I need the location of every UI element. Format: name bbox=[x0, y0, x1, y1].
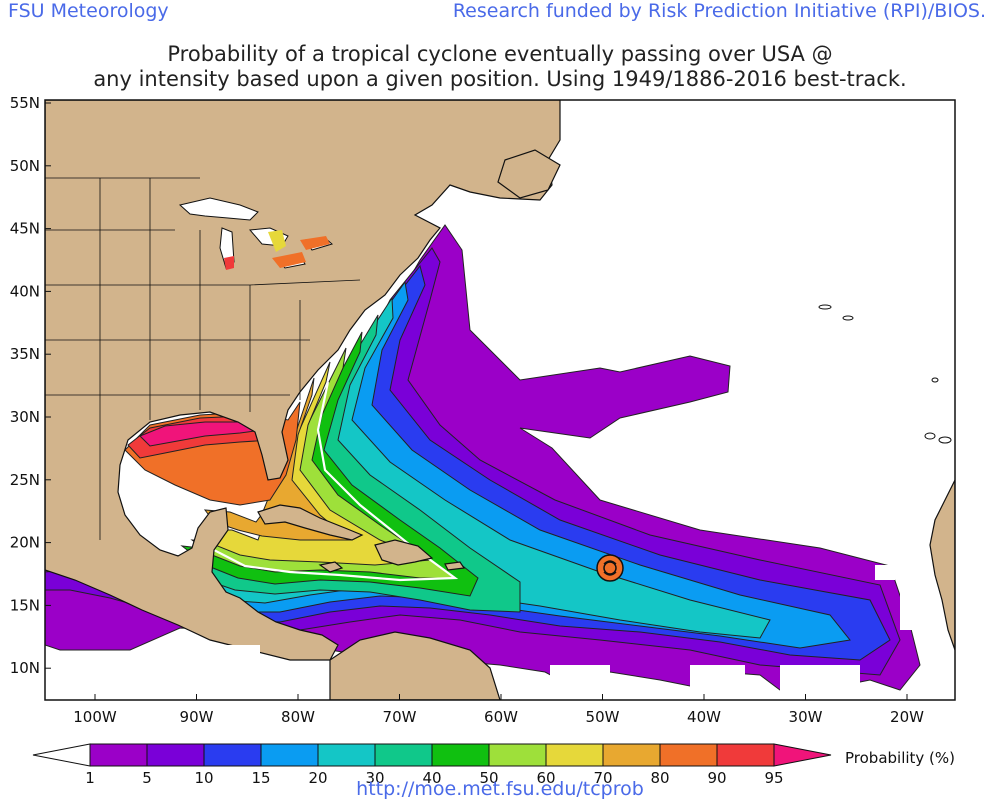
map-frame-content bbox=[45, 100, 955, 700]
hurricane-icon bbox=[603, 560, 617, 576]
legend-tick-label: 90 bbox=[707, 769, 726, 787]
map-border bbox=[44, 99, 956, 701]
land-north-america bbox=[45, 100, 561, 661]
legend-tick-label: 10 bbox=[194, 769, 213, 787]
legend-swatch bbox=[488, 743, 547, 767]
lat-label: 20N bbox=[10, 534, 40, 552]
small-islands bbox=[818, 304, 952, 444]
lat-label: 15N bbox=[10, 596, 40, 614]
legend-tick-label: 60 bbox=[536, 769, 555, 787]
lake-michigan-prob bbox=[224, 256, 234, 270]
land-hispaniola bbox=[374, 539, 434, 566]
lat-axis: 55N 50N 45N 40N 35N 30N 25N 20N 15N 10N bbox=[10, 94, 51, 677]
legend-swatch bbox=[602, 743, 661, 767]
lon-label: 100W bbox=[73, 708, 117, 726]
lon-label: 40W bbox=[687, 708, 721, 726]
no-data-patches bbox=[45, 565, 920, 700]
legend-arrow-high bbox=[773, 743, 832, 767]
lake-erie-prob bbox=[272, 252, 306, 268]
legend-swatch bbox=[545, 743, 604, 767]
lake-huron-prob bbox=[268, 230, 286, 252]
legend-swatch bbox=[317, 743, 376, 767]
state-boundaries bbox=[45, 177, 361, 540]
legend-swatch bbox=[431, 743, 490, 767]
lat-label: 10N bbox=[10, 659, 40, 677]
lon-label: 60W bbox=[484, 708, 518, 726]
map-title-line-1: Probability of a tropical cyclone eventu… bbox=[167, 42, 833, 66]
header-credit-right: Research funded by Risk Prediction Initi… bbox=[452, 0, 986, 22]
legend-tick-label: 40 bbox=[422, 769, 441, 787]
legend-tick-label: 95 bbox=[764, 769, 783, 787]
legend-arrow-low bbox=[32, 743, 91, 767]
lon-label: 80W bbox=[281, 708, 315, 726]
legend-tick-label: 20 bbox=[308, 769, 327, 787]
land-cuba bbox=[257, 504, 364, 541]
lat-label: 30N bbox=[10, 408, 40, 426]
lat-label: 40N bbox=[10, 282, 40, 300]
lon-label: 20W bbox=[890, 708, 924, 726]
legend-tick-label: 5 bbox=[142, 769, 152, 787]
land-africa bbox=[929, 479, 955, 651]
contour-50-line bbox=[189, 381, 459, 582]
lat-label: 35N bbox=[10, 345, 40, 363]
lat-label: 45N bbox=[10, 220, 40, 238]
legend-swatch bbox=[716, 743, 775, 767]
legend-tick-label: 1 bbox=[85, 769, 95, 787]
legend-swatch bbox=[89, 743, 148, 767]
legend-swatch bbox=[260, 743, 319, 767]
lon-label: 50W bbox=[586, 708, 620, 726]
storm-marker bbox=[596, 554, 624, 582]
legend-tick-label: 70 bbox=[593, 769, 612, 787]
header-credit-left: FSU Meteorology bbox=[8, 0, 169, 22]
land-south-america bbox=[329, 631, 501, 700]
legend-tick-label: 80 bbox=[650, 769, 669, 787]
lon-label: 90W bbox=[180, 708, 214, 726]
prob-band-95 bbox=[139, 421, 263, 447]
lat-label: 25N bbox=[10, 471, 40, 489]
legend-title: Probability (%) bbox=[845, 749, 955, 767]
legend-swatch bbox=[203, 743, 262, 767]
footer-url[interactable]: http://moe.met.fsu.edu/tcprob bbox=[356, 778, 644, 800]
legend-colorbar: 1 5 10 15 20 30 40 50 60 70 80 90 95 bbox=[32, 743, 832, 787]
lon-label: 30W bbox=[789, 708, 823, 726]
legend-tick-label: 30 bbox=[365, 769, 384, 787]
lon-axis: 100W 90W 80W 70W 60W 50W 40W 30W 20W bbox=[73, 694, 924, 726]
lat-label: 50N bbox=[10, 157, 40, 175]
land-newfoundland bbox=[497, 149, 561, 199]
land-jamaica bbox=[318, 561, 344, 573]
land-puerto-rico bbox=[444, 561, 466, 571]
map-title-line-2: any intensity based upon a given positio… bbox=[93, 67, 907, 91]
lake-ontario-prob bbox=[300, 236, 330, 250]
legend-tick-label: 15 bbox=[251, 769, 270, 787]
lon-label: 70W bbox=[383, 708, 417, 726]
legend-swatch bbox=[659, 743, 718, 767]
legend-tick-label: 50 bbox=[479, 769, 498, 787]
lat-label: 55N bbox=[10, 94, 40, 112]
legend-swatch bbox=[374, 743, 433, 767]
legend-swatch bbox=[146, 743, 205, 767]
